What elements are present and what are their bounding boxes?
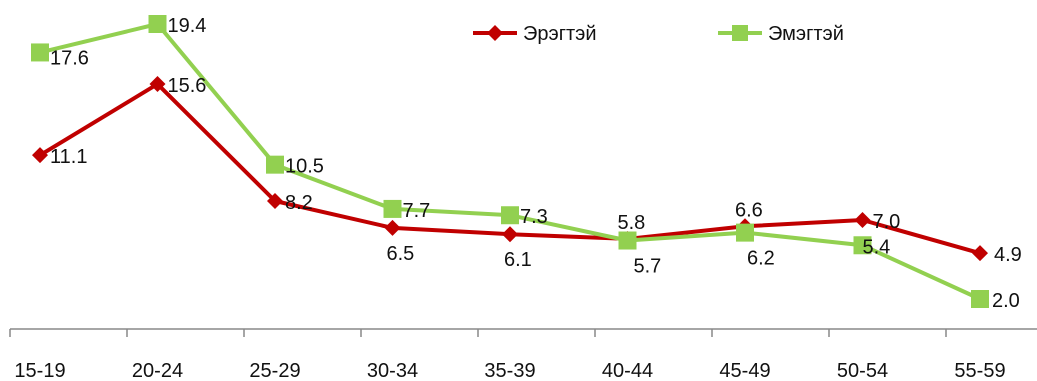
x-tick-label: 20-24 (132, 360, 183, 381)
point-marker (266, 155, 284, 174)
point-marker (502, 226, 518, 243)
x-tick-label: 55-59 (954, 360, 1005, 381)
point-marker (501, 206, 519, 225)
data-label: 4.9 (994, 244, 1022, 266)
point-marker (267, 193, 283, 210)
point-marker (149, 76, 166, 93)
data-label: 17.6 (50, 47, 89, 69)
x-tick-label: 15-19 (14, 360, 65, 381)
data-label: 7.0 (873, 211, 901, 233)
point-marker (853, 236, 872, 255)
legend: Эрэгтэй Эмэгтэй (473, 23, 844, 45)
data-label: 6.2 (747, 248, 775, 270)
legend-label: Эрэгтэй (523, 23, 597, 45)
data-label: 6.5 (387, 243, 415, 265)
data-label: 7.7 (403, 200, 431, 222)
x-tick-label: 35-39 (484, 360, 535, 381)
x-tick-label: 30-34 (367, 360, 418, 381)
point-marker (383, 199, 402, 218)
data-label: 5.4 (863, 236, 891, 258)
point-marker (971, 290, 989, 308)
x-axis-ticks (9, 329, 947, 337)
point-marker (972, 245, 988, 262)
x-tick-label: 45-49 (719, 360, 770, 381)
x-tick-label: 25-29 (249, 360, 300, 381)
data-label: 6.6 (735, 199, 763, 221)
data-label: 5.8 (618, 212, 646, 234)
x-axis-labels: 15-19 20-24 25-29 30-34 35-39 40-44 45-49 50-54… (14, 360, 1005, 381)
data-label: 6.1 (504, 249, 532, 271)
point-marker (384, 219, 401, 236)
x-tick-label: 40-44 (602, 360, 653, 381)
data-label: 15.6 (168, 75, 207, 97)
data-labels: 11.1 15.6 8.2 6.5 6.1 5.8 6.6 7.0 4.9 17.6 19.4 10.… (50, 15, 1022, 312)
legend-label: Эмэгтэй (768, 23, 844, 45)
point-marker (854, 211, 871, 228)
point-marker (148, 15, 167, 33)
data-label: 8.2 (285, 192, 313, 214)
point-marker (618, 231, 637, 250)
data-label: 11.1 (50, 146, 87, 168)
data-label: 2.0 (992, 290, 1020, 312)
point-marker (31, 43, 49, 62)
data-label: 10.5 (285, 156, 324, 178)
data-label: 5.7 (634, 256, 662, 278)
legend-swatch-marker (487, 25, 503, 41)
legend-swatch-marker (732, 25, 748, 41)
point-marker (32, 147, 48, 164)
data-label: 7.3 (520, 206, 548, 228)
x-tick-label: 50-54 (837, 360, 888, 381)
data-label: 19.4 (168, 15, 207, 37)
point-marker (736, 223, 754, 242)
series-markers (31, 15, 989, 308)
